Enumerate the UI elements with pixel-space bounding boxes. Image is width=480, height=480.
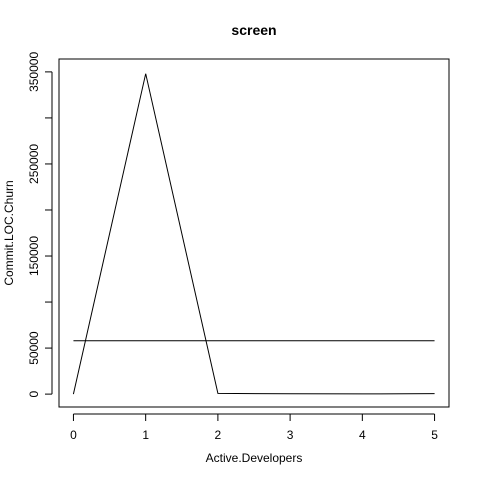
- x-tick-label: 5: [431, 428, 438, 442]
- y-tick-label: 150000: [27, 236, 41, 276]
- x-tick-label: 3: [287, 428, 294, 442]
- y-tick-label: 0: [27, 390, 41, 397]
- y-tick-label: 250000: [27, 144, 41, 184]
- x-tick-label: 1: [142, 428, 149, 442]
- x-tick-label: 0: [70, 428, 77, 442]
- y-tick-label: 50000: [27, 331, 41, 365]
- x-axis: 0 1 2 3 4 5: [70, 413, 438, 442]
- series-line: [72, 73, 435, 395]
- x-axis-label: Active.Developers: [206, 451, 303, 465]
- plot-marks: [72, 73, 435, 395]
- chart-title: screen: [231, 22, 276, 38]
- x-tick-label: 4: [359, 428, 366, 442]
- x-tick-label: 2: [215, 428, 222, 442]
- y-tick-label: 350000: [27, 52, 41, 92]
- y-axis-label: Commit.LOC.Churn: [2, 180, 16, 285]
- y-axis: 0 50000 150000 250000 350000: [27, 52, 53, 397]
- plot-frame: [58, 58, 450, 408]
